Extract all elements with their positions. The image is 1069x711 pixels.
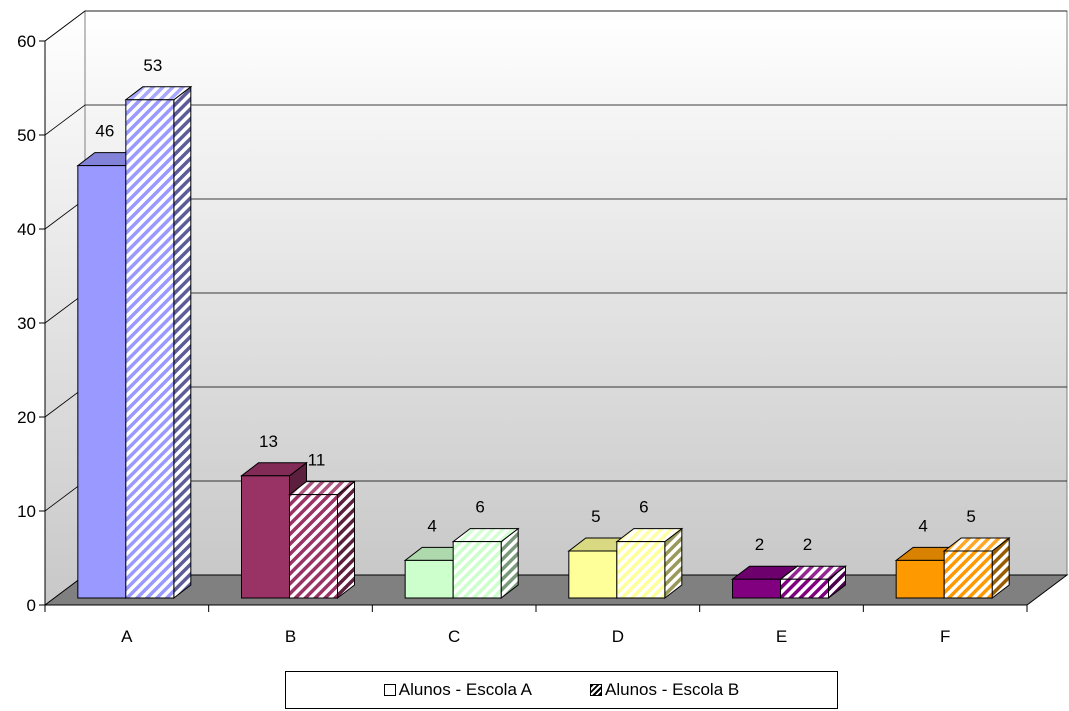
data-label-d-series-1: 5 [591,507,600,526]
data-label-a-series-1: 46 [95,122,114,141]
x-tick-label: A [121,627,133,646]
bar-front [289,494,338,599]
bar-front [616,541,666,599]
bar-front [404,559,454,599]
x-tick-label: D [612,627,624,646]
gridline [44,104,1067,136]
legend: Alunos - Escola A Alunos - Escola B [285,671,838,709]
y-tick-label: 50 [17,126,36,145]
data-label-f-series-2: 5 [966,507,975,526]
y-tick-label: 20 [17,408,36,427]
data-label-c-series-2: 6 [475,498,484,517]
bar-front [568,550,618,599]
y-tick-label: 30 [17,314,36,333]
bar-front [895,559,945,599]
bar-b-series-2 [288,480,356,600]
bar-f-series-2 [942,536,1011,600]
bar-front [77,165,127,599]
data-label-d-series-2: 6 [639,498,648,517]
bar-e-series-2 [779,565,847,600]
data-label-e-series-2: 2 [803,535,812,554]
legend-swatch-escola-b [590,684,603,696]
data-label-b-series-1: 13 [259,432,278,451]
legend-entry-escola-a: Alunos - Escola A [383,680,533,700]
bar-d-series-2 [615,527,684,600]
data-label-c-series-1: 4 [427,516,436,535]
y-tick-label: 10 [17,502,36,521]
x-tick-label: C [448,627,460,646]
bar-front [452,541,502,599]
legend-label-escola-a: Alunos - Escola A [398,680,533,699]
bar-a-series-2 [124,85,193,600]
axes: 0 10 20 30 40 50 60 [17,32,1028,615]
legend-swatch-escola-a [383,684,396,696]
data-label-e-series-1: 2 [755,535,764,554]
bar-side [173,85,192,600]
data-label-f-series-1: 4 [918,516,927,535]
y-tick-label: 40 [17,220,36,239]
bar-side [337,480,355,600]
legend-label-escola-b: Alunos - Escola B [605,680,740,699]
x-tick-label: E [776,627,787,646]
bar-front [732,578,781,599]
chart-walls [43,10,1069,606]
legend-entry-escola-b: Alunos - Escola B [590,680,739,700]
x-tick-label: B [285,627,296,646]
x-tick-label: F [940,627,950,646]
y-tick-label: 60 [17,32,36,51]
data-label-a-series-2: 53 [143,56,162,75]
data-label-b-series-2: 11 [308,451,326,470]
bar-front [943,550,993,599]
gridline [44,10,1067,42]
bar-front [125,99,175,599]
bars [76,85,1011,600]
bar-c-series-2 [451,527,520,600]
bar-front [241,475,290,599]
bar-front [780,578,829,599]
y-tick-label: 0 [27,596,36,615]
